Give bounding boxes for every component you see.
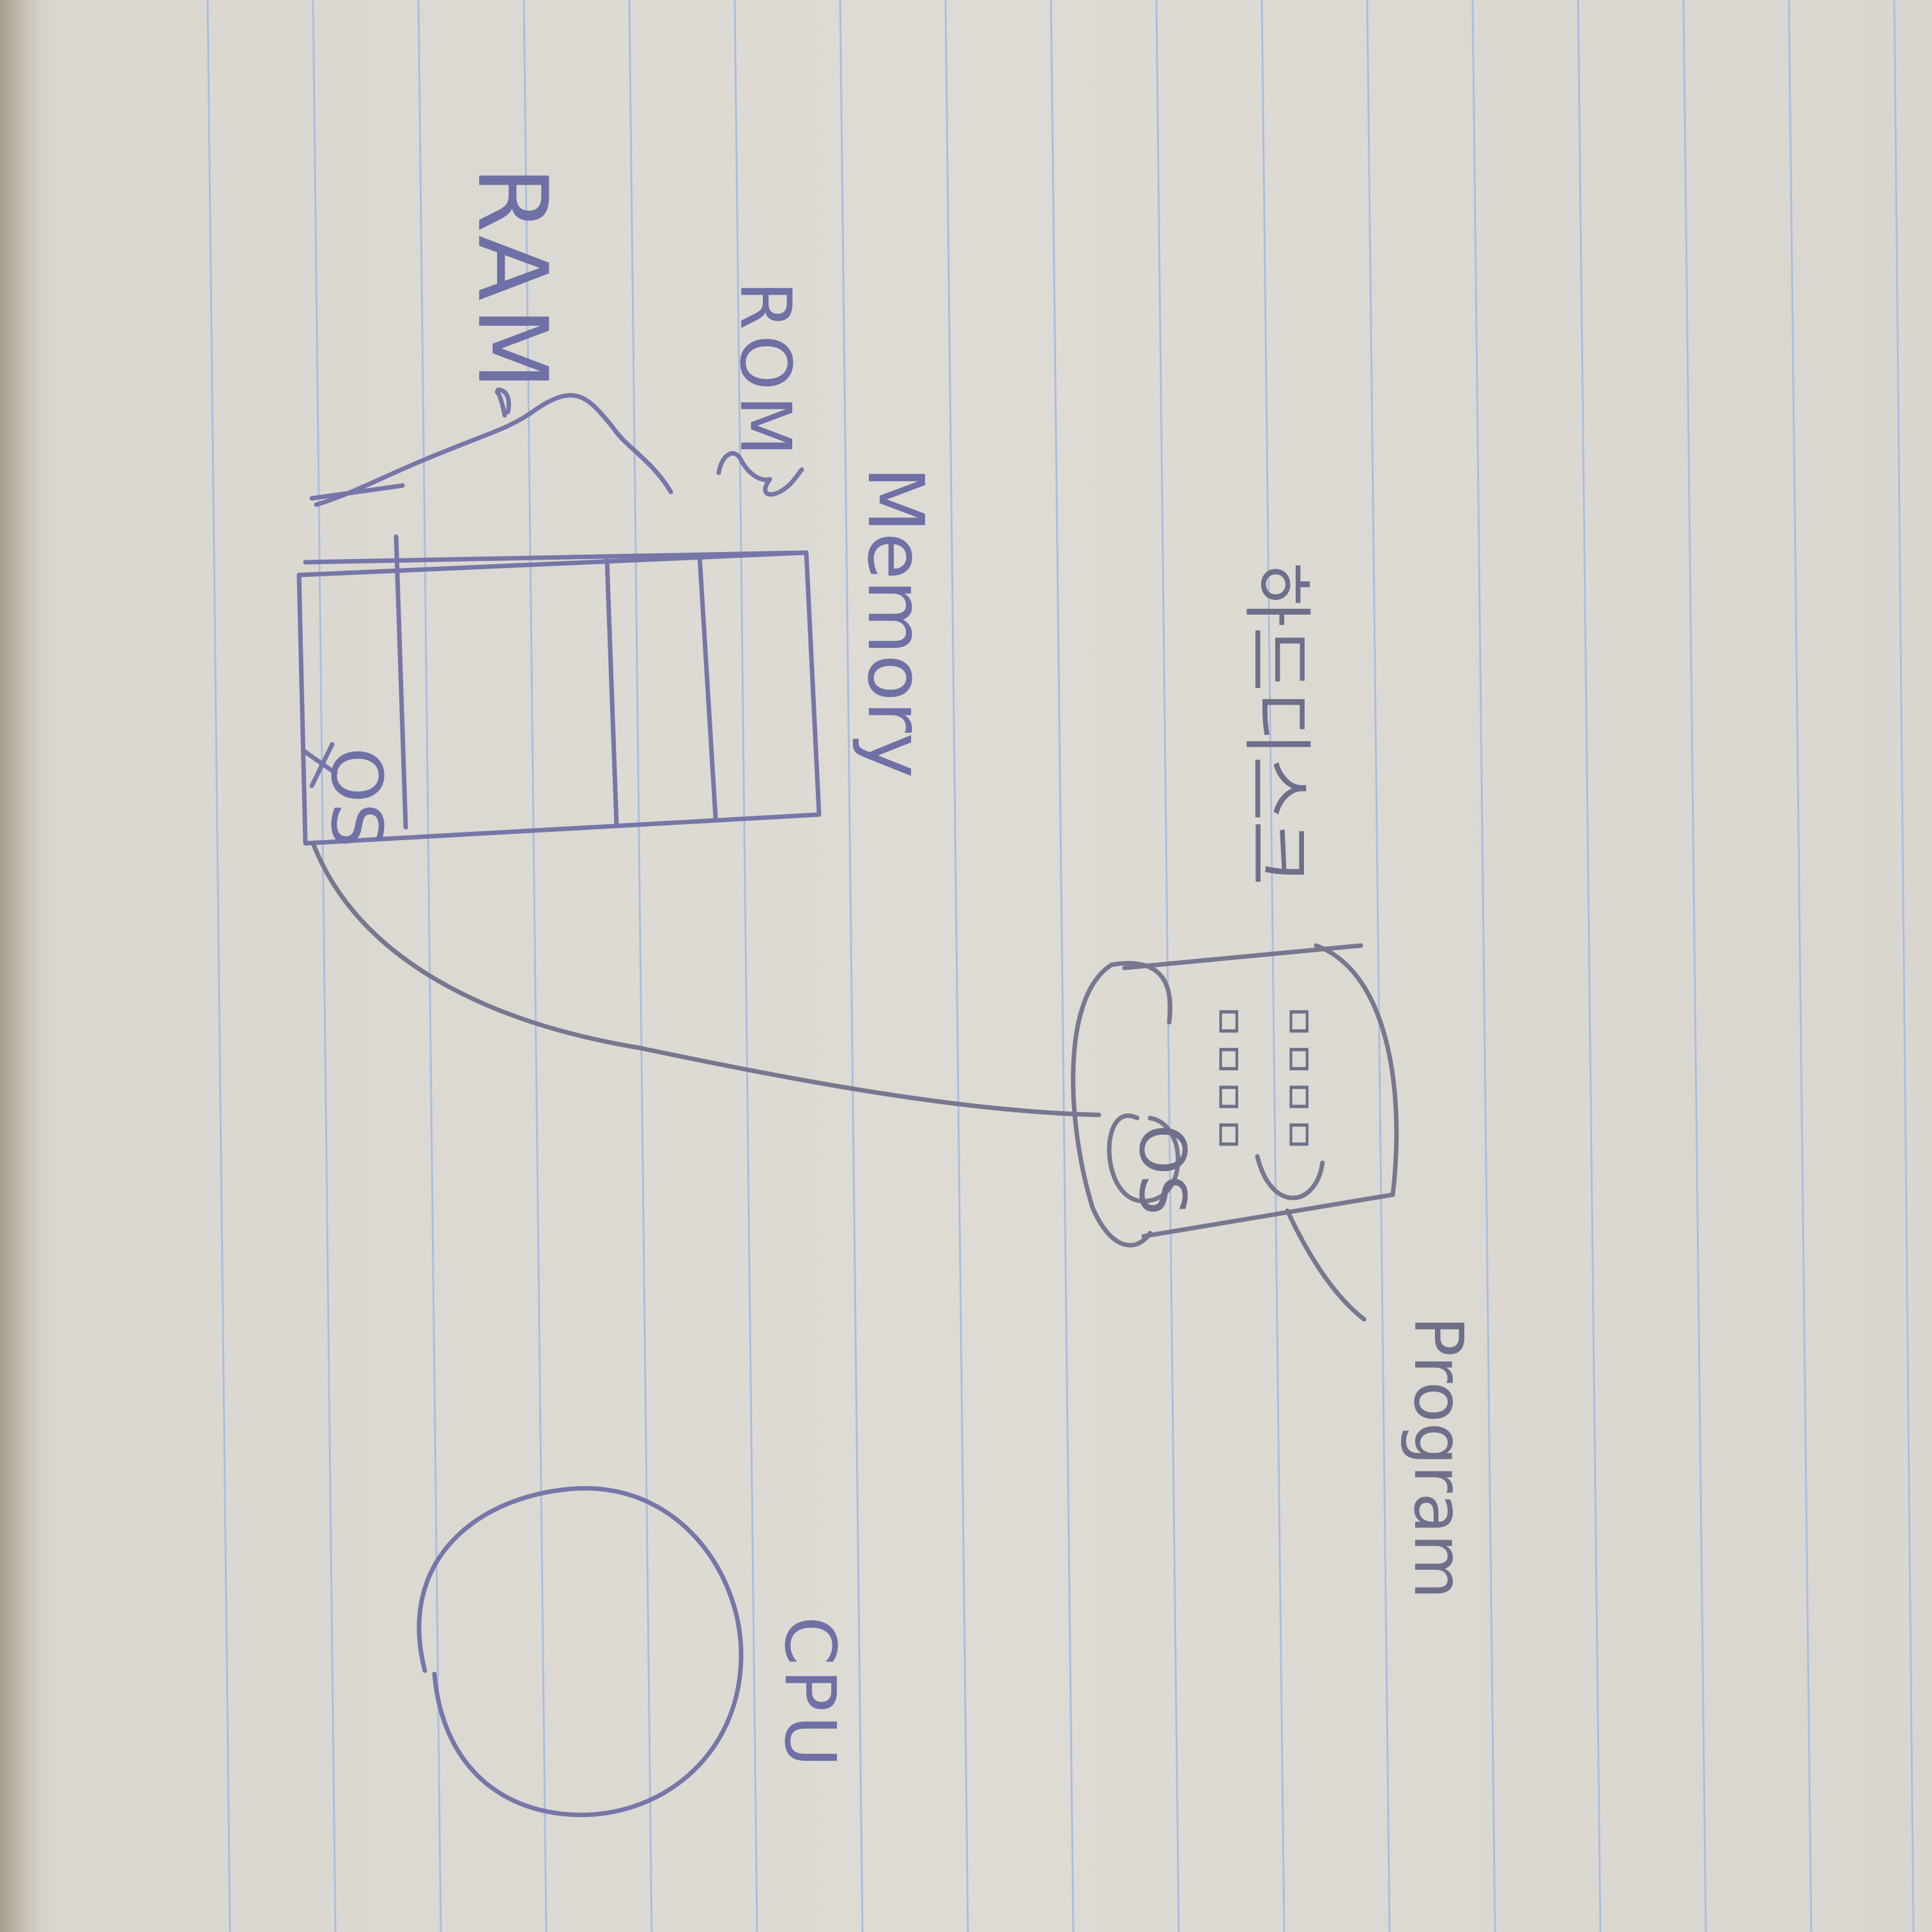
cpu-label: CPU (769, 1616, 851, 1771)
memory-block (296, 483, 822, 846)
disk-side-right (1141, 1192, 1395, 1239)
memory-label: Memory (850, 466, 939, 778)
disk-os-circle (1107, 1114, 1181, 1204)
program-pointer-line (1285, 1208, 1367, 1322)
ram-brace-tip (496, 387, 511, 415)
disk-content-row-1: ㅁㅁㅁㅁ (1204, 1003, 1251, 1154)
os-region-divider (394, 534, 408, 830)
ram-brace (314, 387, 673, 507)
os-label-disk: OS (1125, 1124, 1200, 1215)
memory-center-divider (604, 556, 619, 827)
disk-content-row-2: ㅁㅁㅁㅁ (1275, 1003, 1321, 1154)
ram-label: RAM (456, 166, 567, 396)
notebook-binding (0, 0, 38, 1932)
disk-program-bracket (1255, 1154, 1325, 1200)
hard-disk-label: 하드디스크 (1236, 562, 1317, 885)
os-load-connector (310, 841, 1101, 1117)
memory-top-line (303, 550, 809, 565)
hard-disk-cylinder (1071, 943, 1399, 1248)
os-star-mark (301, 742, 338, 788)
disk-top-rim (1109, 961, 1172, 1025)
rom-brace (716, 451, 804, 497)
rom-label: ROM (724, 281, 806, 461)
cpu-circle (417, 1486, 744, 1818)
os-region-top (309, 483, 405, 501)
os-label-memory: OS (316, 747, 397, 847)
ram-rom-divider (697, 553, 718, 820)
disk-bottom-ellipse (1314, 943, 1399, 1197)
program-label: Program (1399, 1316, 1477, 1599)
disk-top-ellipse (1071, 962, 1153, 1248)
memory-outline (296, 550, 822, 846)
